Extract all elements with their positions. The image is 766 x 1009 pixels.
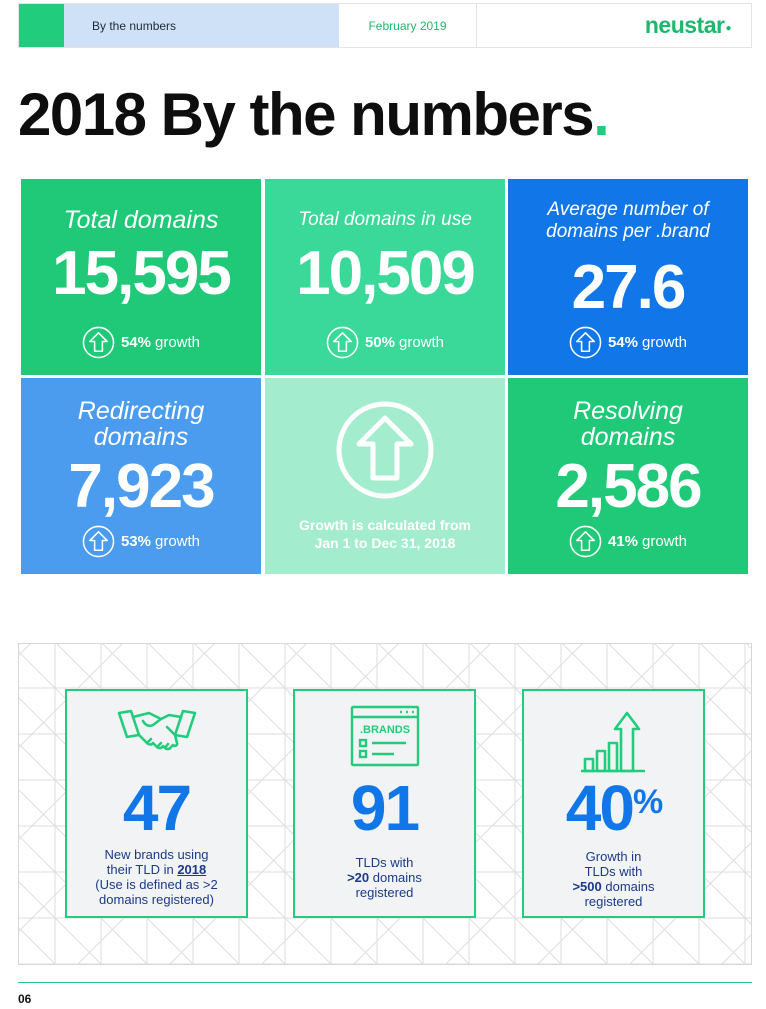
- header-accent-square: [19, 4, 64, 47]
- logo-trademark-dot: ●: [725, 23, 731, 34]
- desc-line4: domains registered): [99, 892, 214, 907]
- desc-threshold: >20: [347, 870, 370, 885]
- card-growth-tlds-over-500: 40% Growth in TLDs with >500 domains reg…: [522, 689, 705, 918]
- growth-arrow-icon: [569, 525, 602, 558]
- tile-redirecting-domains: Redirecting domains 7,923 53% growth: [21, 378, 261, 574]
- growth-note-line1: Growth is calculated from: [299, 517, 471, 533]
- desc-threshold: >500: [572, 879, 602, 894]
- growth-percent: 53%: [120, 533, 151, 550]
- desc-line2: their TLD in 2018: [73, 862, 240, 877]
- tile-label: Redirecting domains: [21, 398, 261, 450]
- page-number: 06: [18, 992, 32, 1006]
- card-icon-wrap: .BRANDS: [295, 705, 474, 767]
- growth-word: growth: [399, 334, 445, 351]
- growth-percent: 54%: [607, 334, 638, 351]
- desc-line3: (Use is defined as >2: [95, 877, 218, 892]
- tile-total-domains: Total domains 15,595 54% growth: [21, 179, 261, 375]
- header-date: February 2019: [339, 4, 477, 47]
- desc-line4: registered: [584, 894, 643, 909]
- growth-word: growth: [155, 533, 201, 550]
- card-value-number: 40: [565, 772, 635, 844]
- growth-percent: 50%: [364, 334, 395, 351]
- desc-line2-text: their TLD in: [106, 862, 178, 877]
- desc-line3-text: domains: [601, 879, 655, 894]
- page-title: 2018 By the numbers.: [18, 80, 610, 149]
- tile-growth: 41% growth: [508, 525, 748, 558]
- card-value: 47: [122, 772, 192, 844]
- tile-label: Average number of domains per .brand: [508, 199, 748, 243]
- desc-line2-text: domains: [369, 870, 422, 885]
- tile-label-line2: domains: [93, 423, 189, 451]
- page-title-text: 2018 By the numbers: [18, 81, 595, 148]
- svg-text:.BRANDS: .BRANDS: [359, 724, 409, 736]
- card-value: 91: [350, 772, 420, 844]
- large-growth-arrow-icon: [336, 401, 434, 499]
- tile-growth-note: Growth is calculated from Jan 1 to Dec 31…: [265, 378, 505, 574]
- card-new-brands: 47 New brands using their TLD in 2018 (U…: [65, 689, 248, 918]
- header-bar: By the numbers February 2019 neustar ●: [18, 3, 752, 48]
- card-value-percent: %: [632, 783, 663, 821]
- desc-line2: >20 domains: [301, 870, 468, 885]
- tile-label-line1: Redirecting: [77, 397, 205, 425]
- tile-resolving-domains: Resolving domains 2,586 41% growth: [508, 378, 748, 574]
- growth-percent: 41%: [607, 533, 638, 550]
- neustar-logo: neustar ●: [477, 4, 751, 47]
- footer-rule: [18, 982, 752, 983]
- brands-window-icon: .BRANDS: [350, 705, 419, 767]
- desc-year-link: 2018: [177, 862, 207, 877]
- brands-stats-panel: 47 New brands using their TLD in 2018 (U…: [18, 643, 752, 965]
- tile-label-line2: domains per .brand: [546, 221, 710, 242]
- growth-bars-icon: [580, 711, 645, 773]
- tile-growth: 54% growth: [21, 326, 261, 359]
- growth-arrow-icon: [82, 326, 115, 359]
- handshake-icon: [117, 709, 196, 751]
- tile-growth: 50% growth: [265, 326, 505, 359]
- tile-value: 10,509: [296, 239, 476, 308]
- desc-line3: registered: [355, 885, 414, 900]
- growth-arrow-icon: [569, 326, 602, 359]
- growth-percent: 54%: [120, 334, 151, 351]
- tile-growth: 54% growth: [508, 326, 748, 359]
- tile-label: Total domains: [63, 206, 219, 234]
- desc-line2: TLDs with: [584, 864, 643, 879]
- card-description: TLDs with >20 domains registered: [301, 855, 468, 900]
- card-icon-wrap: [524, 705, 703, 775]
- card-icon-wrap: [67, 705, 246, 759]
- page-title-dot: .: [593, 81, 610, 148]
- growth-arrow-icon: [326, 326, 359, 359]
- tile-label-line1: Average number of: [547, 199, 709, 220]
- growth-word: growth: [642, 533, 688, 550]
- card-description: New brands using their TLD in 2018 (Use …: [73, 847, 240, 907]
- growth-note-line2: Jan 1 to Dec 31, 2018: [314, 535, 456, 551]
- tile-label: Total domains in use: [298, 209, 472, 230]
- card-tlds-over-20: .BRANDS 91 TLDs with >20 domains registe…: [293, 689, 476, 918]
- growth-note: Growth is calculated from Jan 1 to Dec 31…: [265, 516, 505, 552]
- tile-label-line2: domains: [580, 423, 676, 451]
- tile-label-line1: Resolving: [573, 397, 683, 425]
- tile-total-domains-in-use: Total domains in use 10,509 50% growth: [265, 179, 505, 375]
- desc-line1: New brands using: [104, 847, 209, 862]
- desc-line1: Growth in: [585, 849, 642, 864]
- card-description: Growth in TLDs with >500 domains registe…: [530, 849, 697, 909]
- tile-average-domains-per-brand: Average number of domains per .brand 27.6…: [508, 179, 748, 375]
- tile-growth: 53% growth: [21, 525, 261, 558]
- desc-line1: TLDs with: [355, 855, 414, 870]
- logo-text: neustar: [644, 12, 725, 38]
- tile-value: 2,586: [555, 452, 702, 521]
- growth-arrow-icon: [82, 525, 115, 558]
- tile-value: 27.6: [571, 253, 687, 322]
- growth-word: growth: [642, 334, 688, 351]
- desc-line3: >500 domains: [530, 879, 697, 894]
- card-value: 40%: [524, 773, 703, 843]
- growth-word: growth: [155, 334, 201, 351]
- tile-label: Resolving domains: [508, 398, 748, 450]
- tile-value: 15,595: [52, 239, 232, 308]
- tile-value: 7,923: [68, 452, 215, 521]
- section-label: By the numbers: [64, 4, 339, 47]
